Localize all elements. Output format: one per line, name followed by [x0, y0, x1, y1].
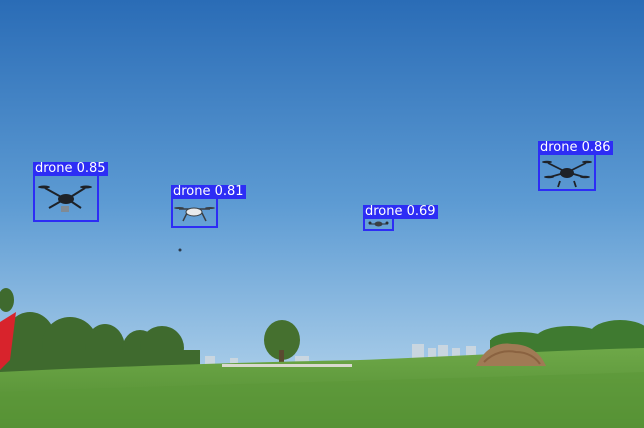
detection-box-4: drone 0.86 [538, 141, 613, 191]
detection-box-3: drone 0.69 [363, 205, 438, 231]
detection-box-2: drone 0.81 [171, 185, 246, 228]
tree-line-left [0, 288, 200, 373]
red-flag [0, 312, 16, 370]
sky [0, 0, 644, 370]
detection-box-1: drone 0.85 [33, 162, 108, 222]
fence [222, 364, 352, 367]
drone-icon [38, 185, 92, 212]
tree-single [264, 320, 300, 364]
drone-icon [368, 221, 389, 227]
drone-icon [174, 207, 215, 222]
detection-label-3: drone 0.69 [363, 204, 438, 219]
distant-buildings [205, 344, 476, 364]
detection-label-1: drone 0.85 [33, 161, 108, 176]
bird [178, 248, 182, 252]
detection-label-4: drone 0.86 [538, 140, 613, 155]
detection-label-2: drone 0.81 [171, 184, 246, 199]
hay-pile [476, 343, 546, 366]
drone-icon [542, 160, 592, 188]
